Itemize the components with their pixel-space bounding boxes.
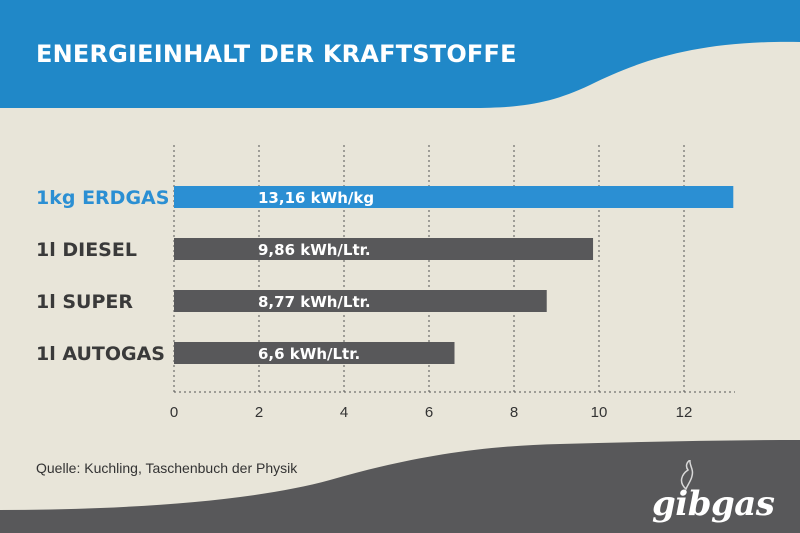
x-tick-label: 10 [591, 404, 608, 421]
category-label: 1l DIESEL [36, 239, 137, 261]
x-tick-label: 6 [425, 404, 433, 421]
x-tick-label: 4 [340, 404, 348, 421]
x-tick-label: 8 [510, 404, 518, 421]
x-tick-label: 0 [170, 404, 178, 421]
data-label: 9,86 kWh/Ltr. [258, 241, 371, 259]
bar [174, 342, 455, 364]
data-label: 13,16 kWh/kg [258, 189, 374, 207]
footer-band [0, 440, 800, 533]
bar [174, 186, 734, 208]
bar-chart: 0 2 4 6 8 10 12 1kg ERDGAS 13,16 kWh/kg 1l DIESEL… [36, 145, 735, 421]
chart-title: ENERGIEINHALT DER KRAFTSTOFFE [36, 40, 517, 68]
data-label: 8,77 kWh/Ltr. [258, 293, 371, 311]
x-tick-label: 12 [676, 404, 693, 421]
bar [174, 238, 594, 260]
source-note: Quelle: Kuchling, Taschenbuch der Physik [36, 460, 298, 476]
x-tick-label: 2 [255, 404, 263, 421]
data-label: 6,6 kWh/Ltr. [258, 345, 360, 363]
category-label: 1l AUTOGAS [36, 343, 165, 365]
category-label: 1l SUPER [36, 291, 133, 313]
flame-icon [680, 460, 694, 490]
category-label: 1kg ERDGAS [36, 187, 169, 209]
bar [174, 290, 547, 312]
gibgas-logo: gibgas [652, 484, 775, 524]
header-band [0, 0, 800, 108]
